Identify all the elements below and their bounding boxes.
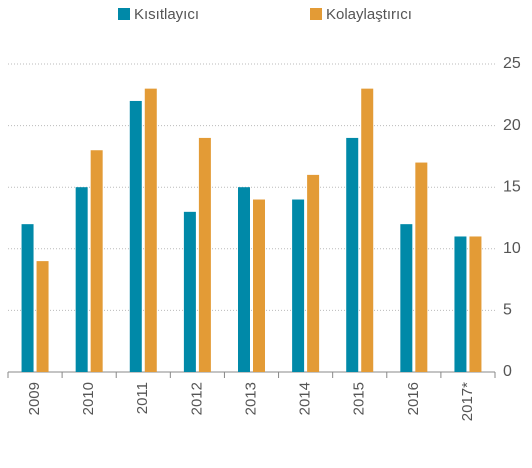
x-tick-label: 2011 — [134, 382, 151, 414]
bar — [90, 150, 103, 372]
bar — [400, 224, 413, 372]
x-tick-label: 2016 — [405, 382, 422, 415]
bar — [238, 187, 250, 372]
legend-swatch — [310, 8, 322, 20]
bar — [415, 162, 428, 372]
x-tick-label: 2017* — [459, 382, 476, 421]
x-tick-label: 2009 — [26, 382, 43, 415]
y-tick-label: 25 — [503, 55, 521, 72]
legend-label: Kısıtlayıcı — [134, 6, 199, 23]
y-tick-label: 15 — [503, 178, 521, 195]
bar — [198, 137, 211, 372]
bar — [469, 236, 482, 372]
bar — [292, 199, 305, 372]
legend-swatch — [118, 8, 130, 20]
bar — [129, 100, 142, 373]
bar — [183, 211, 196, 372]
bar — [21, 224, 34, 372]
x-tick-label: 2012 — [188, 382, 205, 415]
bar — [307, 174, 320, 372]
y-tick-label: 5 — [503, 302, 512, 319]
bar — [454, 236, 467, 372]
x-tick-label: 2010 — [80, 382, 97, 415]
bar — [361, 88, 374, 372]
legend-label: Kolaylaştırıcı — [326, 6, 412, 23]
bar — [346, 137, 359, 372]
y-tick-label: 10 — [503, 240, 521, 257]
x-tick-label: 2014 — [297, 382, 314, 415]
y-tick-label: 20 — [503, 117, 521, 134]
bar — [253, 199, 265, 372]
bar — [75, 187, 88, 372]
bar — [36, 261, 49, 372]
x-tick-label: 2013 — [242, 382, 259, 415]
y-tick-label: 0 — [503, 363, 512, 380]
x-tick-label: 2015 — [351, 382, 368, 415]
bar — [144, 88, 157, 372]
